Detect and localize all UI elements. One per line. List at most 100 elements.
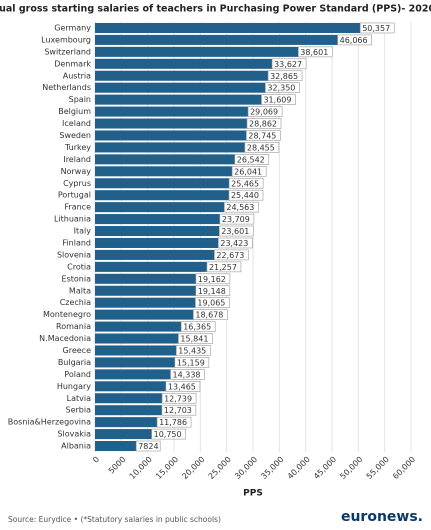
y-tick-label: Hungary: [57, 382, 91, 391]
x-tick-label: 45,000: [312, 455, 338, 481]
y-tick-label: Denmark: [54, 59, 91, 68]
y-tick-label: N.Macedonia: [39, 334, 91, 343]
y-tick-label: Spain: [69, 95, 91, 104]
value-label-box: [165, 381, 201, 392]
value-label: 11,786: [159, 418, 187, 427]
x-tick-label: 50,000: [338, 455, 364, 481]
y-tick-label: Iceland: [62, 119, 91, 128]
bar: [95, 118, 248, 129]
bar: [95, 82, 266, 93]
value-label: 22,673: [216, 251, 244, 260]
bar: [95, 285, 196, 296]
value-label: 23,423: [220, 239, 248, 248]
y-tick-label: Romania: [56, 322, 91, 331]
value-label-box: [195, 273, 231, 285]
value-label: 19,065: [197, 299, 225, 308]
bar: [95, 405, 162, 416]
bar: [95, 166, 233, 177]
bar: [95, 214, 220, 225]
value-label: 23,709: [222, 215, 250, 224]
y-tick-label: Lithuania: [54, 215, 91, 224]
value-label-box: [297, 46, 333, 58]
value-label: 24,563: [226, 203, 254, 212]
bar: [95, 429, 152, 440]
value-label: 25,465: [231, 179, 259, 188]
x-tick-label: 40,000: [286, 455, 312, 481]
x-tick-label: 25,000: [207, 455, 233, 481]
value-label: 28,745: [248, 131, 276, 140]
y-tick-label: Bulgaria: [58, 358, 91, 367]
value-label-box: [151, 428, 186, 440]
y-tick-label: Albania: [61, 442, 91, 451]
value-label: 12,703: [164, 406, 192, 415]
y-tick-label: Czechia: [60, 298, 91, 307]
bar: [95, 345, 177, 356]
value-label: 26,542: [237, 155, 265, 164]
value-label: 32,865: [270, 72, 298, 81]
value-label-box: [224, 201, 259, 213]
value-label: 28,862: [249, 120, 277, 129]
x-tick-label: 30,000: [233, 455, 259, 481]
chart-title: Annual gross starting salaries of teache…: [0, 4, 431, 15]
value-label: 10,750: [154, 430, 182, 439]
value-label-box: [261, 94, 296, 105]
value-label-box: [218, 237, 253, 249]
value-label-box: [206, 261, 242, 273]
y-tick-label: Montenegro: [43, 310, 91, 319]
value-label: 33,627: [274, 60, 302, 69]
value-label: 26,041: [234, 167, 262, 176]
value-label-box: [195, 285, 231, 297]
value-label-box: [228, 189, 264, 201]
value-label: 46,066: [340, 36, 368, 45]
y-tick-label: Germany: [54, 23, 91, 32]
bar: [95, 46, 299, 57]
bar: [95, 273, 196, 284]
y-tick-label: Slovenia: [57, 250, 91, 259]
x-tick-label: 20,000: [180, 455, 206, 481]
logo: euronews.: [341, 509, 423, 525]
bar: [95, 357, 175, 368]
y-tick-label: Sweden: [59, 131, 91, 140]
y-tick-label: Bosnia&Herzegovina: [8, 418, 91, 427]
value-label-box: [175, 345, 211, 356]
value-label-box: [219, 213, 255, 225]
value-label-box: [218, 225, 254, 237]
y-tick-label: Turkey: [64, 143, 91, 152]
value-label: 18,678: [195, 311, 223, 320]
y-tick-label: Belgium: [58, 107, 91, 116]
value-label-box: [156, 416, 192, 428]
value-label-box: [244, 142, 280, 153]
value-label-box: [161, 392, 197, 404]
bar: [95, 154, 235, 165]
y-tick-label: Netherlands: [42, 83, 91, 92]
y-tick-label: Cyprus: [63, 179, 91, 188]
value-label-box: [337, 34, 372, 46]
bar: [95, 178, 230, 189]
y-tick-label: Estonia: [62, 274, 92, 283]
bar: [95, 441, 137, 452]
bar: [95, 333, 179, 344]
bar: [95, 321, 182, 332]
bar: [95, 226, 220, 237]
value-label-box: [174, 357, 210, 368]
x-tick-label: 15,000: [154, 455, 180, 481]
x-tick-label: 10,000: [128, 455, 154, 481]
x-tick-label: 0: [91, 455, 101, 465]
value-label: 15,159: [177, 358, 205, 367]
value-label: 28,455: [247, 143, 275, 152]
bar: [95, 58, 273, 69]
value-label-box: [246, 130, 281, 141]
y-tick-label: Serbia: [66, 406, 92, 415]
value-label-box: [247, 106, 283, 117]
y-tick-label: Portugal: [58, 191, 91, 200]
value-label: 15,435: [178, 346, 206, 355]
y-tick-label: Switzerland: [44, 47, 91, 56]
y-tick-label: Luxembourg: [41, 35, 91, 44]
value-label-box: [359, 22, 395, 34]
bar: [95, 309, 194, 320]
x-tick-label: 5000: [107, 455, 128, 476]
bar: [95, 369, 171, 380]
bar: [95, 94, 262, 105]
y-tick-label: Poland: [64, 370, 91, 379]
value-label-box: [170, 369, 205, 380]
